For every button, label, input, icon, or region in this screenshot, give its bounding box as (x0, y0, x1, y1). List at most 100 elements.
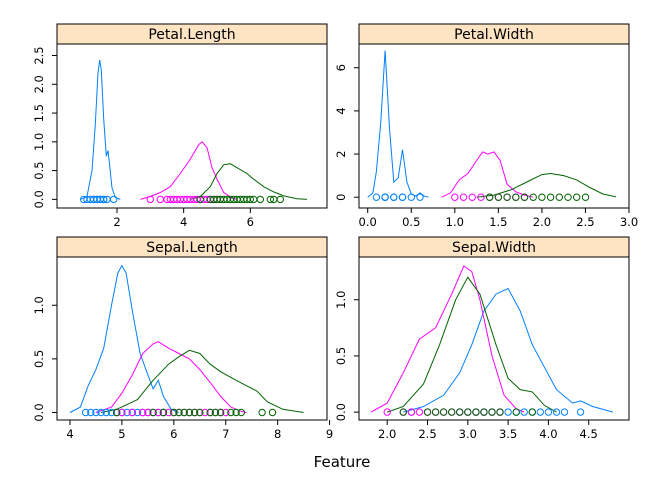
panel-sepal-length: Sepal.Length 4 5 6 7 8 9 0.0 0.5 1.0 (32, 236, 333, 441)
data-point-virginica (268, 408, 277, 417)
x-tick-label: 1.5 (489, 215, 507, 229)
panel-frame (358, 43, 630, 209)
y-tick-label: 0.5 (334, 347, 348, 365)
panel-frame (358, 256, 630, 421)
data-point-virginica (159, 408, 168, 417)
y-tick-label: 1.0 (32, 133, 46, 151)
data-point-virginica (170, 408, 178, 417)
y-tick-label: 4 (334, 107, 348, 114)
data-point-setosa (107, 408, 116, 417)
x-tick-label: 3.0 (459, 427, 477, 441)
data-point-virginica (494, 193, 503, 201)
y-tick-label: 1.0 (334, 291, 348, 309)
x-tick-label: 3.5 (499, 427, 517, 441)
data-point-virginica (555, 193, 563, 201)
x-tick-label: 2.0 (533, 215, 551, 229)
data-point-versicolor (154, 408, 163, 417)
data-point-setosa (390, 193, 398, 201)
data-point-virginica (503, 193, 511, 201)
data-point-setosa (536, 408, 544, 416)
data-point-virginica (256, 195, 264, 204)
data-point-virginica (175, 408, 183, 417)
data-point-virginica (456, 408, 464, 416)
panel-frame (56, 43, 328, 209)
panel-sepal-width: Sepal.Width 2.0 2.5 3.0 3.5 4.0 4.5 0.0 0.5 1.0 (334, 236, 630, 441)
y-tick-label: 0.0 (32, 190, 46, 208)
data-point-setosa (102, 408, 111, 417)
data-point-virginica (439, 408, 448, 416)
density-line-virginica (190, 163, 308, 200)
x-axis-label: Feature (314, 453, 371, 471)
data-point-setosa (123, 408, 131, 417)
data-point-versicolor (164, 408, 173, 417)
data-point-versicolor (144, 408, 152, 417)
data-point-versicolor (139, 408, 147, 417)
x-tick-label: 2.5 (576, 215, 594, 229)
density-line-setosa (367, 50, 429, 198)
data-point-virginica (206, 408, 214, 417)
panel-petal-width: Petal.Width 0.0 0.5 1.0 1.5 2.0 2.5 3.0 0 2 4 6 (334, 23, 638, 229)
data-point-versicolor (407, 408, 416, 416)
data-point-virginica (190, 408, 199, 417)
data-point-versicolor (222, 408, 230, 417)
data-point-setosa (576, 408, 585, 416)
y-tick-label: 2.5 (32, 46, 46, 64)
data-point-setosa (133, 408, 142, 417)
density-line-setosa (403, 287, 614, 413)
data-point-setosa (504, 408, 512, 416)
density-line-versicolor (140, 141, 238, 200)
density-line-virginica (100, 349, 304, 413)
data-point-setosa (398, 193, 407, 201)
density-line-versicolor (441, 151, 534, 198)
density-line-setosa (80, 60, 121, 200)
data-point-virginica (232, 408, 240, 417)
data-point-virginica (573, 193, 581, 201)
data-point-setosa (97, 408, 105, 417)
data-point-virginica (512, 193, 520, 201)
y-tick-label: 0.0 (334, 403, 348, 421)
density-line-versicolor (370, 265, 525, 413)
data-point-setosa (544, 408, 553, 416)
y-tick-label: 0.5 (32, 161, 46, 179)
data-point-versicolor (415, 408, 424, 416)
data-point-versicolor (201, 408, 209, 417)
data-point-virginica (227, 408, 235, 417)
data-point-setosa (87, 408, 95, 417)
data-point-virginica (480, 408, 488, 416)
data-point-virginica (528, 408, 536, 416)
data-point-versicolor (459, 193, 468, 201)
data-point-virginica (196, 408, 204, 417)
data-point-virginica (431, 408, 440, 416)
data-point-virginica (496, 408, 504, 416)
data-point-virginica (581, 193, 590, 201)
y-tick-label: 0.5 (32, 350, 46, 368)
x-tick-label: 8 (274, 427, 281, 441)
x-tick-label: 7 (222, 427, 229, 441)
density-line-versicolor (95, 341, 247, 413)
data-point-setosa (520, 408, 528, 416)
data-point-virginica (180, 408, 188, 417)
data-point-setosa (110, 195, 118, 204)
data-point-setosa (407, 193, 415, 201)
data-point-virginica (546, 193, 555, 201)
data-point-virginica (237, 408, 246, 417)
x-tick-label: 4 (180, 215, 187, 229)
y-tick-label: 1.0 (32, 296, 46, 314)
data-point-versicolor (156, 195, 165, 204)
x-tick-label: 0.0 (359, 215, 377, 229)
x-tick-label: 9 (326, 427, 333, 441)
x-tick-label: 5 (118, 427, 125, 441)
y-tick-label: 1.5 (32, 104, 46, 122)
data-point-versicolor (118, 408, 126, 417)
x-tick-label: 3.0 (620, 215, 638, 229)
panel-title: Petal.Length (148, 27, 235, 43)
data-point-versicolor (477, 193, 485, 201)
y-tick-label: 6 (334, 64, 348, 71)
data-point-virginica (258, 408, 266, 417)
data-point-virginica (564, 193, 572, 201)
data-point-setosa (416, 193, 424, 201)
data-point-virginica (246, 195, 255, 204)
x-tick-label: 2.0 (378, 427, 396, 441)
x-tick-label: 6 (170, 427, 177, 441)
